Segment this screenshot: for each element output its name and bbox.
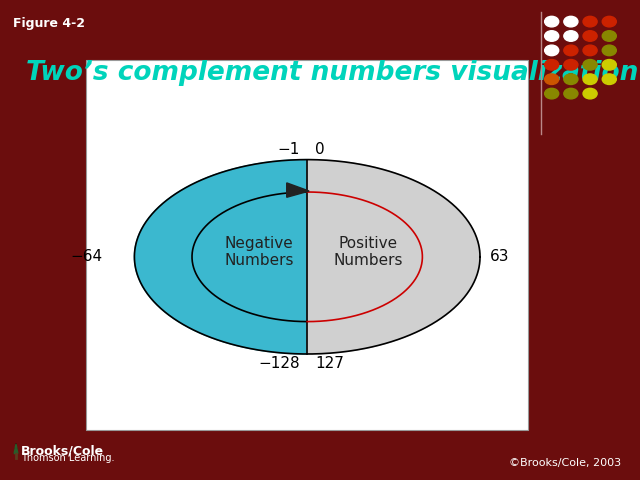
Text: Figure 4-2: Figure 4-2 — [13, 17, 84, 30]
Text: −128: −128 — [258, 356, 300, 372]
Circle shape — [602, 31, 616, 41]
Text: Two’s complement numbers visualization: Two’s complement numbers visualization — [26, 60, 638, 86]
Circle shape — [602, 60, 616, 70]
Bar — [86, 60, 528, 430]
Circle shape — [564, 45, 578, 56]
Polygon shape — [307, 159, 480, 354]
Circle shape — [583, 60, 597, 70]
Circle shape — [602, 45, 616, 56]
Circle shape — [583, 74, 597, 84]
Text: 63: 63 — [490, 249, 509, 264]
Circle shape — [545, 31, 559, 41]
Circle shape — [583, 45, 597, 56]
Text: −1: −1 — [277, 142, 300, 157]
Circle shape — [545, 60, 559, 70]
Text: Positive
Numbers: Positive Numbers — [333, 236, 403, 268]
Text: 127: 127 — [315, 356, 344, 372]
Circle shape — [583, 88, 597, 99]
Circle shape — [602, 16, 616, 27]
Text: 0: 0 — [315, 142, 324, 157]
Circle shape — [545, 74, 559, 84]
Circle shape — [545, 16, 559, 27]
Polygon shape — [287, 183, 309, 197]
Circle shape — [545, 88, 559, 99]
Text: −64: −64 — [70, 249, 102, 264]
Text: Thomson Learning.: Thomson Learning. — [21, 453, 115, 463]
Polygon shape — [14, 444, 18, 454]
Text: Negative
Numbers: Negative Numbers — [225, 236, 294, 268]
Circle shape — [564, 60, 578, 70]
Circle shape — [602, 74, 616, 84]
Polygon shape — [134, 159, 307, 354]
Circle shape — [564, 31, 578, 41]
Text: Brooks/Cole: Brooks/Cole — [21, 445, 104, 458]
Circle shape — [564, 74, 578, 84]
Circle shape — [564, 88, 578, 99]
Circle shape — [545, 45, 559, 56]
Circle shape — [564, 16, 578, 27]
Text: ©Brooks/Cole, 2003: ©Brooks/Cole, 2003 — [509, 458, 621, 468]
Circle shape — [583, 31, 597, 41]
Circle shape — [583, 16, 597, 27]
